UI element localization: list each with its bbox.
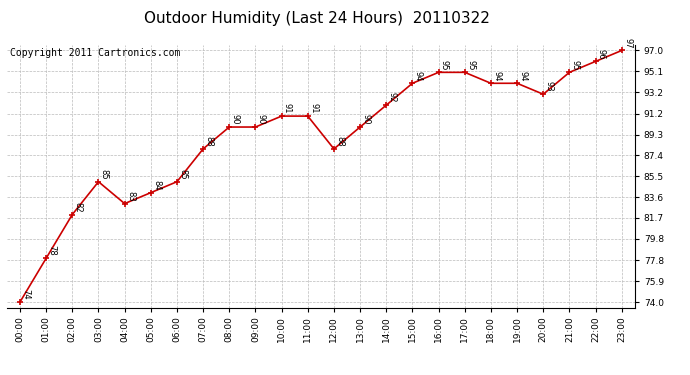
Text: 83: 83 — [126, 190, 135, 201]
Text: 88: 88 — [335, 136, 344, 147]
Text: 97: 97 — [623, 38, 632, 48]
Text: 92: 92 — [388, 93, 397, 103]
Text: 85: 85 — [178, 169, 187, 180]
Text: 78: 78 — [48, 245, 57, 256]
Text: 90: 90 — [257, 114, 266, 125]
Text: Copyright 2011 Cartronics.com: Copyright 2011 Cartronics.com — [10, 48, 180, 58]
Text: 74: 74 — [21, 289, 30, 300]
Text: 90: 90 — [230, 114, 239, 125]
Text: 95: 95 — [466, 60, 475, 70]
Text: 95: 95 — [571, 60, 580, 70]
Text: 94: 94 — [414, 70, 423, 81]
Text: 91: 91 — [309, 104, 318, 114]
Text: Outdoor Humidity (Last 24 Hours)  20110322: Outdoor Humidity (Last 24 Hours) 2011032… — [144, 11, 491, 26]
Text: 88: 88 — [204, 136, 213, 147]
Text: 94: 94 — [518, 70, 527, 81]
Text: 90: 90 — [362, 114, 371, 125]
Text: 91: 91 — [283, 104, 292, 114]
Text: 84: 84 — [152, 180, 161, 190]
Text: 96: 96 — [597, 49, 606, 59]
Text: 95: 95 — [440, 60, 449, 70]
Text: 94: 94 — [492, 70, 501, 81]
Text: 93: 93 — [544, 81, 553, 92]
Text: 82: 82 — [74, 202, 83, 212]
Text: 85: 85 — [100, 169, 109, 180]
